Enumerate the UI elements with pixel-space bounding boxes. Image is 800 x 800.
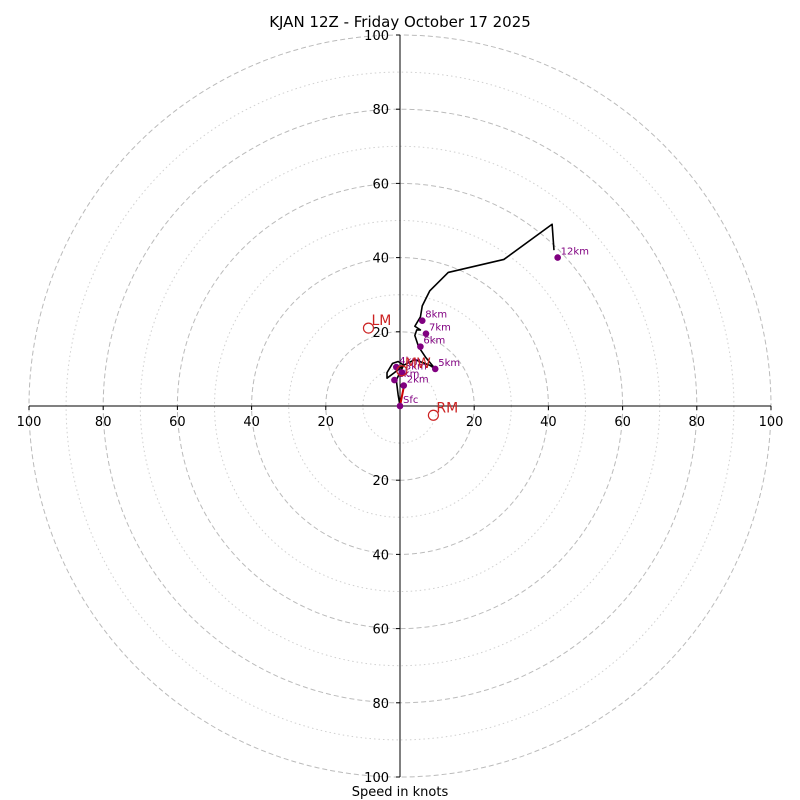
height-marker (400, 382, 408, 389)
height-marker (418, 317, 426, 324)
height-marker (554, 254, 561, 261)
y-tick-label: 60 (372, 623, 389, 638)
x-tick-label: 100 (17, 415, 42, 430)
x-tick-label: 20 (466, 415, 483, 430)
y-tick-label: 100 (364, 771, 389, 786)
height-marker (422, 330, 430, 337)
height-label: 8km (425, 310, 447, 321)
height-label: Sfc (403, 395, 418, 406)
height-marker (417, 343, 424, 350)
height-marker (398, 369, 406, 376)
motion-marker (362, 322, 375, 334)
y-tick-label: 80 (372, 103, 389, 118)
motion-label: RM (436, 400, 458, 416)
y-tick-label: 40 (372, 548, 389, 563)
height-label: 2km (407, 375, 429, 386)
height-label: 6km (423, 336, 445, 347)
y-tick-label: 20 (372, 474, 389, 489)
storm-motions: LM RM MW (362, 313, 458, 421)
height-label: 4km (399, 356, 421, 367)
x-tick-label: 60 (169, 415, 186, 430)
motion-marker (427, 409, 439, 421)
height-marker (431, 365, 439, 373)
tick-labels: 100 80 60 40 20 20 40 60 80 100 100 80 60 40 20 20 40 60 8… (17, 29, 784, 786)
x-tick-label: 20 (318, 415, 335, 430)
height-marker (396, 402, 404, 410)
motion-label: LM (371, 313, 391, 329)
height-label: 1km (397, 369, 419, 380)
x-tick-label: 40 (540, 415, 557, 430)
x-tick-label: 60 (614, 415, 631, 430)
motion-marker (396, 365, 408, 377)
y-tick-label: 80 (372, 697, 389, 712)
motion-label: MW (405, 356, 431, 372)
x-tick-label: 40 (243, 415, 260, 430)
x-tick-label: 100 (759, 415, 784, 430)
chart-title: KJAN 12Z - Friday October 17 2025 (269, 13, 531, 31)
y-tick-label: 100 (364, 29, 389, 44)
y-tick-label: 20 (372, 326, 389, 341)
height-label: 5km (438, 358, 460, 369)
x-tick-label: 80 (95, 415, 112, 430)
height-label: 12km (561, 247, 589, 258)
x-tick-label: 80 (689, 415, 706, 430)
y-tick-label: 40 (372, 252, 389, 267)
x-axis-label: Speed in knots (352, 785, 449, 800)
y-tick-label: 60 (372, 177, 389, 192)
height-label: 3km (405, 362, 427, 373)
height-label: 7km (429, 323, 451, 334)
height-marker (391, 376, 398, 384)
